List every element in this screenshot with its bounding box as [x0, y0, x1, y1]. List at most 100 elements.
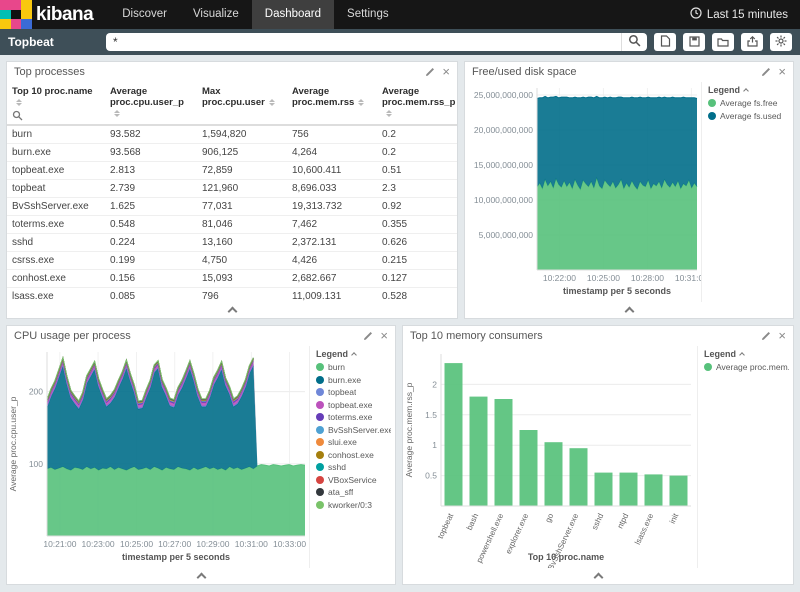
- legend-label: topbeat: [328, 387, 357, 397]
- table-row: burn 93.582 1,594,820 756 0.2: [7, 125, 457, 144]
- legend-item[interactable]: slui.exe: [316, 437, 391, 447]
- legend-label: kworker/0:3: [328, 499, 372, 510]
- panel-collapse-button[interactable]: [612, 302, 647, 319]
- brand-name: kibana: [36, 3, 94, 25]
- table-column-header[interactable]: Average proc.mem.rss: [287, 84, 377, 126]
- panel-collapse-button[interactable]: [581, 568, 616, 585]
- table-column-header[interactable]: Average proc.cpu.user_p: [105, 84, 197, 126]
- table-column-header[interactable]: Max proc.cpu.user: [197, 84, 287, 126]
- table-cell: 756: [287, 125, 377, 144]
- sort-icon[interactable]: [386, 109, 392, 117]
- panel-collapse-button[interactable]: [215, 302, 250, 319]
- table-cell: 906,125: [197, 143, 287, 162]
- query-input[interactable]: [106, 33, 621, 51]
- panel-title[interactable]: Top 10 memory consumers: [410, 330, 543, 342]
- legend-item[interactable]: kworker/0:3: [316, 500, 391, 510]
- sort-icon[interactable]: [16, 98, 22, 106]
- edit-panel-button[interactable]: [425, 67, 435, 77]
- chevron-up-icon: [196, 572, 206, 583]
- time-filter-label: Last 15 minutes: [706, 8, 788, 21]
- legend-item[interactable]: VBoxService: [316, 475, 391, 485]
- svg-text:10:25:00: 10:25:00: [587, 273, 620, 283]
- table-row: topbeat 2.739 121,960 8,696.033 2.3: [7, 179, 457, 198]
- legend-item[interactable]: BvSshServer.exe: [316, 425, 391, 435]
- memory-bar-chart-canvas[interactable]: topbeat bash powershell.exe explorer.exe go B…: [403, 346, 697, 568]
- share-dashboard-button[interactable]: [741, 33, 763, 51]
- svg-text:timestamp per 5 seconds: timestamp per 5 seconds: [122, 552, 230, 562]
- panel-collapse-button[interactable]: [184, 568, 219, 585]
- legend-item[interactable]: ata_sff: [316, 487, 391, 497]
- nav-item-discover[interactable]: Discover: [122, 8, 167, 20]
- legend-item[interactable]: topbeat.exe: [316, 400, 391, 410]
- close-panel-button[interactable]: ×: [442, 64, 450, 79]
- close-panel-button[interactable]: ×: [380, 328, 388, 343]
- save-icon: [688, 35, 700, 50]
- nav-item-visualize[interactable]: Visualize: [192, 8, 239, 20]
- legend-toggle-icon: [351, 352, 357, 358]
- table-cell: 0.626: [377, 233, 457, 252]
- save-dashboard-button[interactable]: [683, 33, 705, 51]
- legend-item[interactable]: Average fs.used: [708, 111, 789, 121]
- legend-label: burn: [328, 362, 346, 372]
- legend-item[interactable]: burn: [316, 362, 391, 372]
- disk-space-chart-canvas[interactable]: 5,000,000,000 10,000,000,000 15,000,000,00…: [465, 82, 708, 302]
- nav-items: Discover Visualize Dashboard Settings: [109, 0, 401, 29]
- table-cell: 1,594,820: [197, 125, 287, 144]
- table-cell: 2,682.667: [287, 269, 377, 288]
- legend-toggle[interactable]: Legend: [704, 349, 789, 359]
- table-cell: 19,313.732: [287, 197, 377, 216]
- table-cell: 0.085: [105, 287, 197, 302]
- legend-toggle-icon: [743, 88, 749, 94]
- column-filter-icon[interactable]: [12, 110, 100, 121]
- legend-toggle[interactable]: Legend: [316, 349, 391, 359]
- legend-color-dot: [708, 99, 716, 107]
- cpu-usage-chart-canvas[interactable]: 100 200 10:21:00 10:23:00 10:25:00 10:27:00 10…: [7, 346, 309, 568]
- legend-item[interactable]: toterms.exe: [316, 412, 391, 422]
- legend-item[interactable]: conhost.exe: [316, 450, 391, 460]
- nav-item-dashboard[interactable]: Dashboard: [251, 0, 335, 29]
- legend-color-dot: [316, 488, 324, 496]
- sort-icon[interactable]: [268, 98, 275, 106]
- search-button[interactable]: [621, 33, 647, 51]
- close-panel-button[interactable]: ×: [778, 328, 786, 343]
- table-column-header[interactable]: Top 10 proc.name: [7, 84, 105, 126]
- legend-label: slui.exe: [328, 437, 357, 447]
- chevron-up-icon: [227, 306, 237, 317]
- edit-panel-button[interactable]: [363, 331, 373, 341]
- legend-toggle[interactable]: Legend: [708, 85, 789, 95]
- legend-color-dot: [316, 413, 324, 421]
- kibana-logo[interactable]: kibana: [0, 0, 109, 29]
- legend-item[interactable]: Average proc.mem.rss_p: [704, 362, 789, 372]
- load-dashboard-button[interactable]: [712, 33, 734, 51]
- nav-item-settings[interactable]: Settings: [347, 8, 389, 20]
- table-row: csrss.exe 0.199 4,750 4,426 0.215: [7, 251, 457, 270]
- sort-icon[interactable]: [358, 98, 365, 106]
- close-panel-button[interactable]: ×: [778, 64, 786, 79]
- svg-text:Top 10 proc.name: Top 10 proc.name: [528, 552, 604, 562]
- svg-text:10:28:00: 10:28:00: [631, 273, 664, 283]
- search-icon: [628, 34, 641, 50]
- time-filter-button[interactable]: Last 15 minutes: [678, 0, 800, 29]
- svg-text:2: 2: [432, 379, 437, 389]
- legend-toggle-icon: [739, 352, 745, 358]
- panel-title[interactable]: Free/used disk space: [472, 66, 577, 78]
- options-button[interactable]: [770, 33, 792, 51]
- table-cell: 13,160: [197, 233, 287, 252]
- legend-item[interactable]: Average fs.free: [708, 98, 789, 108]
- svg-text:lsass.exe: lsass.exe: [633, 512, 655, 547]
- table-cell: burn: [7, 125, 105, 144]
- legend-label: conhost.exe: [328, 449, 374, 460]
- query-bar: Topbeat: [0, 29, 800, 55]
- legend-item[interactable]: sshd: [316, 462, 391, 472]
- panel-title[interactable]: CPU usage per process: [14, 330, 131, 342]
- new-dashboard-button[interactable]: [654, 33, 676, 51]
- new-document-icon: [660, 34, 671, 50]
- table-column-header[interactable]: Average proc.mem.rss_p: [377, 84, 457, 126]
- sort-icon[interactable]: [114, 109, 120, 117]
- edit-panel-button[interactable]: [761, 331, 771, 341]
- table-cell: 93.582: [105, 125, 197, 144]
- legend-item[interactable]: burn.exe: [316, 375, 391, 385]
- legend-item[interactable]: topbeat: [316, 387, 391, 397]
- panel-title[interactable]: Top processes: [14, 66, 85, 78]
- edit-panel-button[interactable]: [761, 67, 771, 77]
